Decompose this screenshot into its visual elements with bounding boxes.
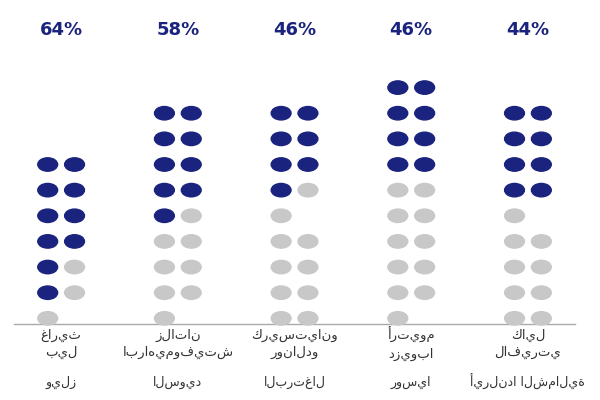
Circle shape (154, 312, 175, 325)
Circle shape (388, 132, 408, 146)
Circle shape (38, 235, 58, 248)
Circle shape (532, 312, 551, 325)
Circle shape (154, 235, 175, 248)
Circle shape (181, 106, 201, 120)
Circle shape (154, 286, 175, 299)
Circle shape (415, 286, 434, 299)
Circle shape (298, 312, 318, 325)
Circle shape (505, 260, 524, 274)
Circle shape (505, 132, 524, 146)
Text: غاريث
بيل: غاريث بيل (41, 329, 82, 359)
Circle shape (388, 81, 408, 94)
Circle shape (415, 184, 434, 197)
Text: 58%: 58% (156, 21, 199, 39)
Text: 46%: 46% (389, 21, 433, 39)
Text: زلاتان
ابراهيموفيتش: زلاتان ابراهيموفيتش (122, 329, 233, 359)
Circle shape (298, 286, 318, 299)
Circle shape (532, 132, 551, 146)
Circle shape (388, 312, 408, 325)
Text: 64%: 64% (40, 21, 83, 39)
Circle shape (181, 132, 201, 146)
Circle shape (388, 209, 408, 222)
Circle shape (271, 184, 291, 197)
Circle shape (388, 286, 408, 299)
Circle shape (154, 184, 175, 197)
Circle shape (388, 158, 408, 171)
Circle shape (38, 260, 58, 274)
Circle shape (38, 286, 58, 299)
Circle shape (505, 209, 524, 222)
Circle shape (271, 209, 291, 222)
Circle shape (415, 260, 434, 274)
Circle shape (271, 312, 291, 325)
Text: أرتيوم
دزيوبا: أرتيوم دزيوبا (388, 327, 435, 361)
Circle shape (181, 235, 201, 248)
Circle shape (65, 286, 85, 299)
Circle shape (505, 184, 524, 197)
Text: السويد: السويد (153, 376, 202, 389)
Circle shape (38, 312, 58, 325)
Text: أيرلندا الشمالية: أيرلندا الشمالية (470, 374, 586, 390)
Circle shape (415, 132, 434, 146)
Circle shape (505, 286, 524, 299)
Circle shape (388, 184, 408, 197)
Circle shape (181, 260, 201, 274)
Text: 46%: 46% (273, 21, 316, 39)
Circle shape (298, 260, 318, 274)
Circle shape (154, 106, 175, 120)
Text: كريستيانو
رونالدو: كريستيانو رونالدو (251, 329, 338, 359)
Circle shape (271, 106, 291, 120)
Circle shape (388, 106, 408, 120)
Circle shape (271, 158, 291, 171)
Text: كايل
لافيرتي: كايل لافيرتي (494, 329, 562, 359)
Circle shape (38, 158, 58, 171)
Circle shape (532, 158, 551, 171)
Circle shape (505, 158, 524, 171)
Circle shape (181, 286, 201, 299)
Circle shape (271, 132, 291, 146)
Circle shape (532, 184, 551, 197)
Circle shape (154, 158, 175, 171)
Text: ويلز: ويلز (46, 376, 77, 389)
Text: البرتغال: البرتغال (263, 376, 326, 389)
Circle shape (388, 235, 408, 248)
Circle shape (298, 235, 318, 248)
Circle shape (154, 260, 175, 274)
Circle shape (298, 132, 318, 146)
Circle shape (38, 209, 58, 222)
Circle shape (532, 286, 551, 299)
Circle shape (505, 235, 524, 248)
Circle shape (271, 235, 291, 248)
Circle shape (415, 106, 434, 120)
Circle shape (65, 158, 85, 171)
Circle shape (298, 106, 318, 120)
Text: 44%: 44% (506, 21, 550, 39)
Text: روسيا: روسيا (391, 376, 431, 389)
Circle shape (415, 235, 434, 248)
Circle shape (505, 106, 524, 120)
Circle shape (65, 184, 85, 197)
Circle shape (388, 260, 408, 274)
Circle shape (298, 184, 318, 197)
Circle shape (532, 260, 551, 274)
Circle shape (65, 260, 85, 274)
Circle shape (532, 235, 551, 248)
Circle shape (415, 81, 434, 94)
Circle shape (154, 132, 175, 146)
Circle shape (532, 106, 551, 120)
Circle shape (415, 158, 434, 171)
Circle shape (181, 209, 201, 222)
Circle shape (154, 209, 175, 222)
Circle shape (505, 312, 524, 325)
Circle shape (181, 184, 201, 197)
Circle shape (65, 235, 85, 248)
Circle shape (271, 260, 291, 274)
Circle shape (415, 209, 434, 222)
Circle shape (65, 209, 85, 222)
Circle shape (181, 158, 201, 171)
Circle shape (38, 184, 58, 197)
Circle shape (298, 158, 318, 171)
Circle shape (271, 286, 291, 299)
